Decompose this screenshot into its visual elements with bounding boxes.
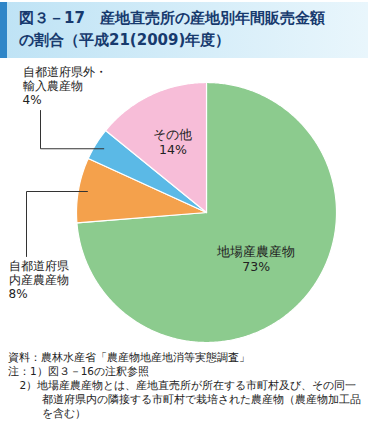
html-text:図３－17 産地直売所の産地別年間販売金額 の割合（平成21: 図３－17 産地直売所の産地別年間販売金額 の割合（平成21(2009)年度） bbox=[19, 9, 325, 49]
svg-text:自都道府県内産農産物8%: 自都道府県内産農産物8% bbox=[9, 259, 69, 301]
html-text:資料：農林水産省「農産物地産地消等実態調査」: 資料：農林水産省「農産物地産地消等実態調査」 bbox=[8, 351, 250, 363]
svg-text:自都道府県外・輸入農産物4%: 自都道府県外・輸入農産物4% bbox=[23, 65, 107, 107]
html-text:注：1）図３－16の注釈参照: 注：1）図３－16の注釈参照 bbox=[8, 365, 149, 377]
svg-text:その他14%: その他14% bbox=[153, 127, 192, 157]
html-text:2）地場産農産物とは、産地直売所が所在する市町村及び、その同: 2）地場産農産物とは、産地直売所が所在する市町村及び、その同一都道府県内の隣接す… bbox=[19, 379, 361, 419]
svg-text:地場産農産物73%: 地場産農産物73% bbox=[216, 244, 295, 274]
